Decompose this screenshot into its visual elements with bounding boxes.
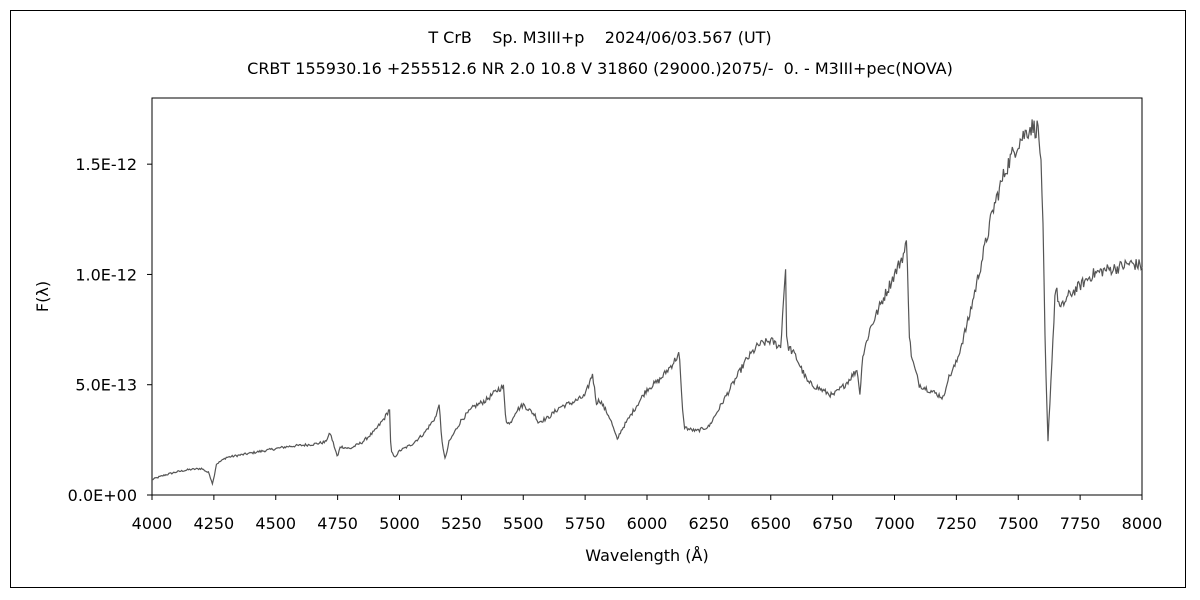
series-line [151, 119, 1143, 487]
x-tick-label: 5500 [503, 514, 544, 533]
x-tick-label: 6000 [627, 514, 668, 533]
y-tick-label: 5.0E-13 [75, 376, 137, 395]
x-tick-label: 6750 [812, 514, 853, 533]
y-axis-title: F(λ) [33, 281, 52, 312]
x-tick-label: 4750 [317, 514, 358, 533]
y-tick-label: 0.0E+00 [68, 486, 137, 505]
y-tick-label: 1.5E-12 [75, 155, 137, 174]
plot-area [151, 97, 1143, 496]
x-tick-label: 8000 [1122, 514, 1163, 533]
x-tick-label: 4000 [132, 514, 173, 533]
x-tick-label: 7250 [936, 514, 977, 533]
x-tick-label: 6500 [750, 514, 791, 533]
x-tick-label: 5000 [379, 514, 420, 533]
x-tick-label: 5250 [441, 514, 482, 533]
chart-subtitle: CRBT 155930.16 +255512.6 NR 2.0 10.8 V 3… [247, 59, 953, 78]
x-tick-label: 4250 [194, 514, 235, 533]
x-tick-label: 7500 [998, 514, 1039, 533]
y-axis: 0.0E+00 5.0E-13 1.0E-12 1.5E-12 [68, 155, 152, 505]
chart-title: T CrB Sp. M3III+p 2024/06/03.567 (UT) [428, 28, 772, 47]
x-axis: 4000 4250 4500 4750 5000 5250 5500 5750 6000 6250… [132, 495, 1163, 533]
x-tick-label: 4500 [255, 514, 296, 533]
x-tick-label: 7000 [874, 514, 915, 533]
x-tick-label: 7750 [1060, 514, 1101, 533]
x-tick-label: 5750 [565, 514, 606, 533]
x-tick-label: 6250 [689, 514, 730, 533]
y-tick-label: 1.0E-12 [75, 265, 137, 284]
x-axis-title: Wavelength (Å) [585, 546, 708, 565]
